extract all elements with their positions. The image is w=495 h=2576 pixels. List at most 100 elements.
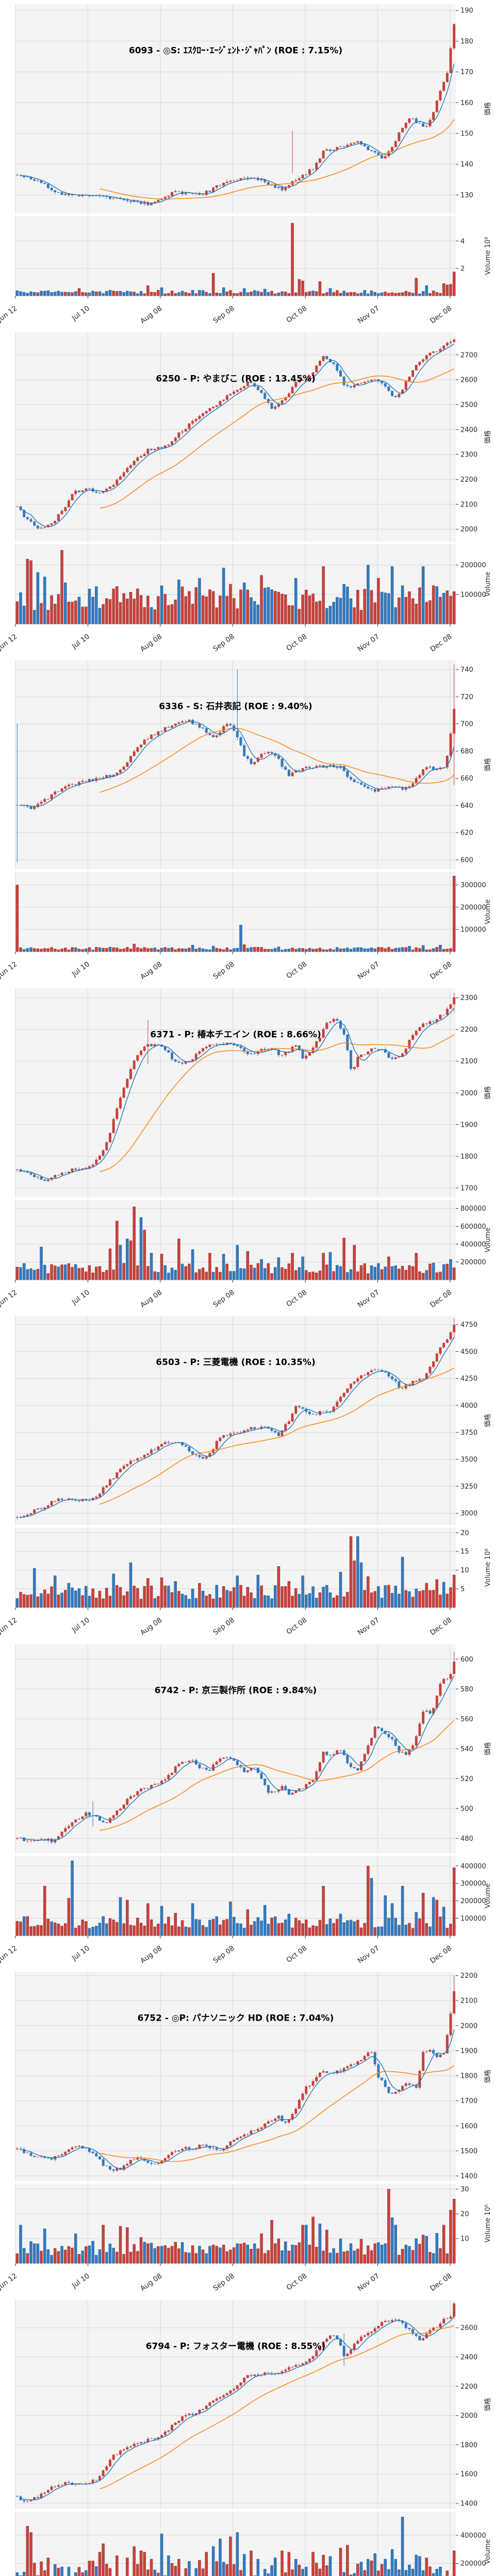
chart-canvas-6336: 600 620 640 660 680 700 720 740 100000 200000 3000… bbox=[0, 660, 492, 981]
price-panel bbox=[15, 4, 456, 214]
volume-axis-label: Volume bbox=[484, 571, 492, 596]
price-tick-label: 140 bbox=[460, 161, 473, 168]
price-tick-label: 540 bbox=[460, 1745, 473, 1753]
price-tick-label: 4750 bbox=[460, 1321, 477, 1329]
volume-tick-label: 200000 bbox=[460, 562, 486, 569]
volume-tick-label: 10 bbox=[460, 1567, 469, 1574]
price-tick-label: 2200 bbox=[460, 2383, 477, 2391]
x-tick-label: Sep 08 bbox=[211, 1944, 236, 1965]
price-tick-label: 2400 bbox=[460, 2353, 477, 2361]
tick-marks bbox=[15, 1324, 458, 1611]
x-tick-label: Nov 07 bbox=[356, 632, 381, 653]
price-tick-label: 1900 bbox=[460, 2047, 477, 2055]
x-tick-label: Sep 08 bbox=[211, 960, 236, 981]
price-tick-label: 1400 bbox=[460, 2173, 477, 2180]
gridlines bbox=[15, 4, 456, 296]
volume-bars-down bbox=[19, 2217, 439, 2264]
price-axis-label: 価格 bbox=[484, 2070, 492, 2083]
gridlines bbox=[15, 1316, 456, 1608]
price-tick-label: 560 bbox=[460, 1715, 473, 1723]
chart-canvas-6503: 3000 3250 3500 3750 4000 4250 4500 4750 5 10 15 20 J… bbox=[0, 1316, 492, 1637]
volume-tick-label: 30 bbox=[460, 2186, 469, 2194]
price-tick-label: 1800 bbox=[460, 2073, 477, 2080]
x-tick-label: Jun 12 bbox=[0, 1288, 19, 1308]
volume-tick-label: 15 bbox=[460, 1548, 469, 1556]
x-tick-label: Aug 08 bbox=[139, 1944, 163, 1965]
stock-chart-6794: 1400 1600 1800 2000 2200 2400 2600 200000 400000… bbox=[0, 2295, 495, 2576]
x-tick-label: Nov 07 bbox=[356, 2272, 381, 2293]
price-tick-label: 600 bbox=[460, 1655, 473, 1663]
x-tick-label: Oct 08 bbox=[285, 632, 309, 652]
stock-chart-6371: 1700 1800 1900 2000 2100 2200 2300 200000 400000… bbox=[0, 984, 495, 1312]
price-tick-label: 180 bbox=[460, 38, 473, 45]
price-axis-label: 価格 bbox=[484, 102, 492, 115]
stock-chart-6752: 1400 1500 1600 1700 1800 1900 2000 2100 2200 10 20… bbox=[0, 1968, 495, 2296]
volume-tick-label: 400000 bbox=[460, 1241, 486, 1248]
volume-bars-up bbox=[19, 1536, 456, 1608]
x-tick-label: Jul 10 bbox=[70, 632, 91, 651]
price-tick-label: 580 bbox=[460, 1685, 473, 1693]
price-panel bbox=[15, 1316, 456, 1526]
price-axis-label: 価格 bbox=[484, 1414, 492, 1427]
price-tick-label: 620 bbox=[460, 829, 473, 837]
x-tick-label: Nov 07 bbox=[356, 960, 381, 981]
stock-chart-6742: 480 500 520 540 560 580 600 100000 200000 300000 4… bbox=[0, 1639, 495, 1968]
ma-short-line bbox=[20, 343, 455, 527]
x-tick-label: Sep 08 bbox=[211, 1616, 236, 1637]
x-tick-label: Jul 10 bbox=[70, 1944, 91, 1962]
price-tick-label: 160 bbox=[460, 99, 473, 107]
volume-axis-label: Volume 10⁶ bbox=[484, 2205, 492, 2243]
price-tick-label: 4500 bbox=[460, 1348, 477, 1356]
volume-bars-up bbox=[15, 1206, 456, 1280]
volume-tick-label: 400000 bbox=[460, 1862, 486, 1870]
ma-long-line bbox=[100, 368, 455, 509]
volume-tick-label: 100000 bbox=[460, 1914, 486, 1922]
price-tick-label: 2100 bbox=[460, 1997, 477, 2005]
ma-long-line bbox=[100, 1720, 455, 1831]
price-tick-label: 2600 bbox=[460, 2324, 477, 2332]
price-tick-label: 150 bbox=[460, 130, 473, 138]
volume-tick-label: 10 bbox=[460, 2235, 469, 2243]
price-tick-label: 1800 bbox=[460, 2441, 477, 2449]
chart-title: 6794 - P: フォスター電機 (ROE : 8.55%) bbox=[146, 2341, 326, 2351]
volume-tick-label: 100000 bbox=[460, 591, 486, 599]
chart-title: 6093 - ◎S: ｴｽｸﾛｰ･ｴｰｼﾞｪﾝﾄ･ｼﾞｬﾊﾟﾝ (ROE : 7… bbox=[129, 45, 342, 56]
volume-bars-down bbox=[22, 1860, 446, 1936]
x-tick-label: Aug 08 bbox=[139, 1616, 163, 1637]
price-panel bbox=[15, 1972, 456, 2181]
candle-bodies-up bbox=[15, 1661, 456, 1842]
volume-tick-label: 200000 bbox=[460, 1897, 486, 1905]
chart-canvas-6250: 2000 2100 2200 2300 2400 2500 2600 2700 100000 20… bbox=[0, 332, 492, 653]
price-tick-label: 1700 bbox=[460, 1184, 477, 1192]
x-tick-label: Oct 08 bbox=[285, 960, 309, 980]
volume-tick-label: 20 bbox=[460, 1529, 469, 1537]
price-tick-label: 1400 bbox=[460, 2500, 477, 2507]
x-tick-label: Oct 08 bbox=[285, 304, 309, 325]
tick-marks bbox=[456, 2327, 458, 2564]
volume-tick-label: 2 bbox=[460, 265, 465, 273]
chart-canvas-6794: 1400 1600 1800 2000 2200 2400 2600 200000 400000… bbox=[15, 2299, 492, 2576]
price-tick-label: 2200 bbox=[460, 1026, 477, 1033]
price-tick-label: 2000 bbox=[460, 1089, 477, 1097]
volume-bars-down bbox=[15, 1536, 446, 1608]
volume-axis-label: Volume bbox=[484, 1227, 492, 1252]
price-tick-label: 1900 bbox=[460, 1121, 477, 1129]
price-tick-label: 1700 bbox=[460, 2097, 477, 2105]
gridlines bbox=[15, 1972, 456, 2264]
volume-axis-label: Volume 10⁶ bbox=[484, 237, 492, 275]
stock-chart-6503: 3000 3250 3500 3750 4000 4250 4500 4750 5 10 15 20 J… bbox=[0, 1312, 495, 1640]
volume-axis-label: Volume 10⁶ bbox=[484, 1549, 492, 1587]
x-tick-label: Jun 12 bbox=[0, 1944, 19, 1964]
x-tick-label: Aug 08 bbox=[139, 632, 163, 653]
tick-marks bbox=[15, 1658, 458, 1938]
price-panel bbox=[15, 660, 456, 870]
volume-bars-down bbox=[15, 2516, 446, 2576]
chart-title: 6250 - P: やまびこ (ROE : 13.45%) bbox=[156, 374, 315, 384]
x-tick-label: Jun 12 bbox=[0, 1616, 19, 1636]
price-tick-label: 3750 bbox=[460, 1429, 477, 1437]
x-tick-label: Jun 12 bbox=[0, 632, 19, 652]
chart-title: 6371 - P: 椿本チエイン (ROE : 8.66%) bbox=[150, 1029, 321, 1040]
x-tick-label: Jun 12 bbox=[0, 2272, 19, 2292]
ma-short-line bbox=[20, 1337, 455, 1518]
